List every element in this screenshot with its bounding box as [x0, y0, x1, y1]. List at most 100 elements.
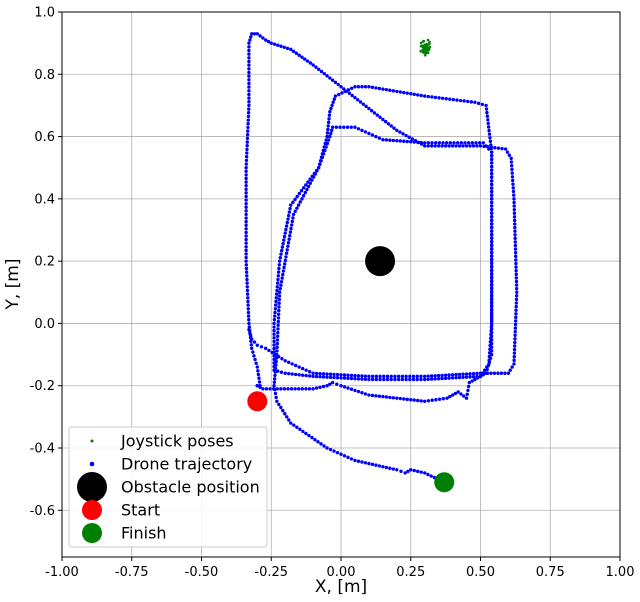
trajectory-point — [293, 387, 297, 391]
trajectory-point — [247, 89, 251, 93]
trajectory-point — [489, 172, 494, 176]
trajectory-point — [244, 201, 248, 206]
trajectory-point — [391, 89, 396, 93]
trajectory-point — [367, 374, 371, 379]
trajectory-point — [273, 352, 278, 357]
trajectory-point — [459, 392, 463, 396]
trajectory-point — [405, 91, 409, 95]
trajectory-point — [321, 375, 326, 379]
trajectory-point — [363, 461, 368, 465]
trajectory-point — [393, 377, 397, 382]
trajectory-point — [415, 374, 419, 379]
trajectory-point — [280, 248, 284, 253]
trajectory-point — [275, 334, 280, 338]
trajectory-point — [283, 371, 287, 375]
trajectory-point — [487, 360, 492, 364]
trajectory-point — [512, 355, 516, 359]
trajectory-point — [349, 376, 354, 381]
trajectory-point — [514, 297, 519, 302]
trajectory-point — [445, 396, 449, 400]
trajectory-point — [342, 385, 347, 389]
trajectory-point — [489, 229, 494, 233]
trajectory-point — [292, 423, 296, 427]
trajectory-point — [298, 427, 302, 432]
trajectory-point — [360, 460, 364, 464]
trajectory-point — [324, 138, 328, 142]
trajectory-point — [489, 207, 494, 212]
trajectory-point — [349, 125, 353, 129]
trajectory-point — [245, 140, 249, 144]
trajectory-point — [416, 93, 420, 97]
trajectory-point — [514, 254, 518, 259]
legend-marker — [82, 523, 102, 543]
trajectory-point — [503, 371, 507, 375]
trajectory-point — [277, 308, 281, 313]
trajectory-point — [385, 377, 390, 382]
trajectory-point — [339, 384, 343, 388]
y-tick-label: -0.4 — [30, 442, 55, 457]
trajectory-point — [514, 301, 519, 305]
trajectory-point — [484, 103, 488, 108]
trajectory-point — [403, 471, 407, 475]
trajectory-point — [489, 157, 494, 162]
trajectory-point — [386, 122, 391, 126]
trajectory-point — [261, 387, 265, 391]
trajectory-point — [405, 139, 409, 144]
trajectory-point — [251, 350, 255, 354]
trajectory-point — [313, 438, 317, 442]
trajectory-point — [321, 384, 326, 389]
trajectory-point — [396, 377, 401, 382]
trajectory-point — [363, 392, 368, 396]
trajectory-point — [247, 78, 251, 82]
trajectory-point — [363, 130, 368, 134]
trajectory-point — [367, 85, 371, 89]
trajectory-point — [274, 292, 279, 296]
trajectory-point — [330, 78, 335, 82]
trajectory-point — [272, 343, 276, 347]
series-drone-trajectory — [244, 32, 519, 484]
trajectory-point — [513, 337, 517, 341]
trajectory-point — [247, 48, 251, 53]
trajectory-point — [382, 374, 386, 379]
trajectory-point — [433, 141, 438, 145]
trajectory-point — [272, 328, 276, 333]
trajectory-point — [247, 52, 251, 56]
trajectory-point — [272, 318, 277, 322]
trajectory-point — [307, 374, 312, 378]
trajectory-point — [466, 384, 471, 389]
trajectory-point — [433, 144, 437, 148]
trajectory-point — [489, 272, 494, 277]
trajectory-point — [478, 371, 483, 375]
trajectory-point — [289, 226, 293, 231]
trajectory-point — [489, 279, 494, 284]
trajectory-point — [244, 241, 248, 245]
trajectory-point — [268, 387, 272, 391]
trajectory-point — [280, 245, 285, 249]
trajectory-point — [244, 266, 249, 271]
trajectory-point — [247, 59, 251, 64]
trajectory-point — [407, 135, 411, 139]
trajectory-point — [297, 387, 301, 391]
trajectory-point — [489, 254, 494, 259]
trajectory-point — [247, 56, 251, 60]
trajectory-point — [281, 269, 286, 273]
trajectory-point — [284, 224, 289, 228]
trajectory-point — [326, 127, 330, 132]
trajectory-point — [287, 237, 291, 241]
trajectory-point — [330, 125, 335, 129]
trajectory-point — [247, 318, 251, 322]
series-start — [247, 391, 268, 412]
trajectory-point — [252, 354, 256, 358]
y-tick-label: -0.6 — [30, 504, 55, 519]
trajectory-point — [489, 345, 494, 349]
trajectory-point — [430, 95, 434, 99]
trajectory-point — [318, 385, 322, 389]
trajectory-point — [244, 198, 248, 202]
trajectory-point — [259, 345, 264, 349]
trajectory-point — [288, 206, 292, 211]
trajectory-point — [509, 156, 513, 161]
trajectory-point — [514, 315, 518, 320]
trajectory-point — [322, 71, 326, 76]
trajectory-point — [283, 412, 287, 416]
trajectory-point — [374, 86, 378, 90]
